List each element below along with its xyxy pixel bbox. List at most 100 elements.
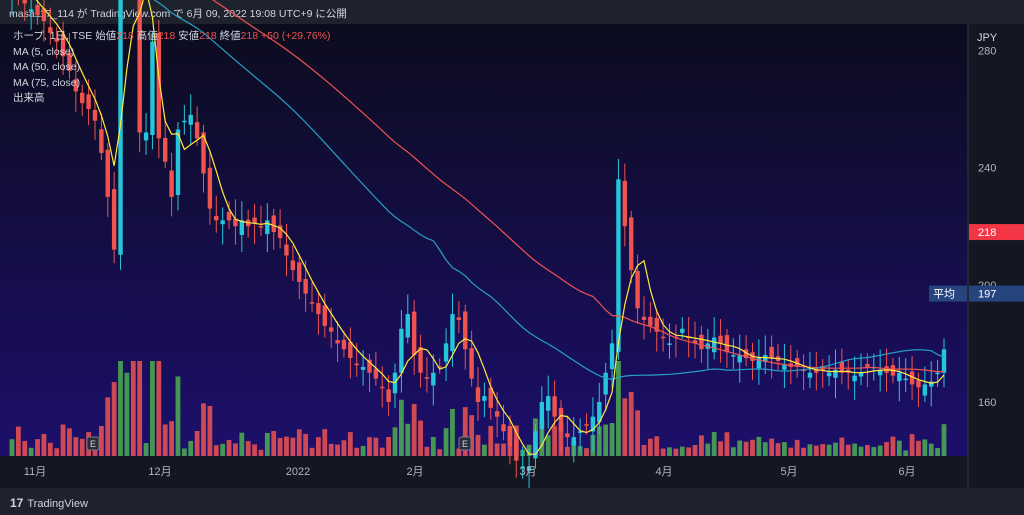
candle-body	[60, 34, 66, 57]
volume-bar	[258, 449, 264, 456]
volume-bar	[488, 425, 494, 456]
candle-body	[437, 366, 442, 368]
legend-symbol[interactable]: ホープ, 1日, TSE	[13, 30, 93, 42]
price-label-tag: 平均	[933, 288, 955, 301]
time-axis-background	[0, 456, 968, 488]
volume-bar	[443, 428, 449, 456]
candle-body	[367, 359, 372, 373]
volume-bar	[820, 444, 826, 456]
candle-body	[743, 349, 749, 359]
volume-bar	[469, 415, 475, 456]
legend-open: 218	[116, 30, 134, 42]
volume-bar	[603, 424, 609, 456]
volume-bar	[564, 446, 570, 456]
candle-body	[169, 170, 174, 197]
legend-change: +50 (+29.76%)	[261, 30, 331, 42]
candle-body	[48, 27, 53, 33]
candle-body	[322, 305, 327, 326]
volume-bar	[896, 440, 902, 456]
candle-body	[533, 431, 538, 459]
candle-body	[86, 94, 91, 109]
volume-bar	[386, 436, 392, 456]
candle-body	[303, 278, 308, 294]
volume-bar	[801, 447, 806, 456]
volume-bar	[233, 443, 238, 456]
candle-body	[226, 211, 232, 221]
volume-bar	[475, 434, 481, 456]
ma75-line	[212, 0, 944, 373]
volume-bar	[705, 443, 711, 456]
candle-body	[877, 369, 883, 376]
legend: ホープ, 1日, TSE 始値218 高値218 安値218 終値218 +50…	[13, 29, 331, 107]
candle-body	[405, 314, 410, 338]
volume-bar	[935, 447, 941, 456]
candle-body	[756, 358, 762, 369]
candle-body	[99, 129, 104, 153]
legend-ma50[interactable]: MA (50, close)	[13, 61, 81, 73]
legend-ma75[interactable]: MA (75, close)	[13, 76, 81, 89]
volume-bar	[347, 432, 353, 456]
price-label-tag-box	[929, 285, 967, 302]
candle-body	[699, 334, 704, 350]
candle-body	[654, 318, 659, 332]
candle-body	[514, 439, 519, 461]
candle-body	[546, 396, 551, 411]
earnings-marker: E	[462, 439, 468, 449]
volume-bar	[54, 448, 60, 456]
candle-body	[309, 302, 315, 304]
volume-bar	[316, 437, 321, 456]
volume-bar	[686, 447, 692, 456]
candle-body	[28, 9, 34, 12]
legend-volume[interactable]: 出来高	[13, 92, 45, 104]
candle-body	[520, 466, 525, 468]
volume-bar	[890, 436, 896, 456]
volume-bar	[264, 433, 270, 456]
candle-body	[941, 349, 947, 373]
candle-body	[175, 129, 181, 196]
candle-body	[373, 368, 379, 379]
candle-body	[284, 244, 289, 256]
volume-bar	[788, 447, 794, 456]
candle-body	[201, 132, 206, 174]
ma50-line	[153, 0, 945, 381]
volume-bar	[730, 447, 736, 456]
candle-body	[903, 378, 908, 381]
volume-bar	[15, 426, 21, 456]
volume-bar	[552, 426, 558, 456]
volume-bar	[928, 443, 934, 456]
volume-bar	[909, 434, 915, 456]
volume-bar	[175, 376, 181, 456]
volume-bar	[28, 447, 34, 456]
candle-body	[290, 260, 296, 271]
candle-body	[22, 0, 27, 4]
candle-body	[258, 226, 264, 228]
legend-ma5[interactable]: MA (5, close)	[13, 45, 75, 58]
volume-bar	[41, 434, 47, 456]
volume-bar	[296, 429, 302, 456]
candle-body	[711, 337, 717, 353]
candle-body	[143, 132, 149, 141]
candle-body	[328, 327, 334, 332]
volume-bar	[494, 443, 500, 456]
tradingview-logo[interactable]: 17 TradingView	[10, 496, 88, 510]
candle-body	[865, 363, 870, 367]
candle-body	[731, 355, 736, 357]
time-tick-label: 6月	[898, 466, 915, 478]
candle-body	[456, 317, 462, 320]
volume-bar	[654, 436, 660, 456]
candle-body	[341, 339, 347, 350]
price-tick-label: 240	[978, 163, 996, 175]
candle-body	[616, 179, 621, 352]
volume-bar	[405, 423, 411, 456]
price-tick-label: 280	[978, 45, 996, 57]
volume-bar	[271, 431, 277, 456]
volume-bar	[724, 432, 730, 456]
volume-bar	[743, 441, 749, 456]
volume-bar	[354, 447, 360, 456]
candle-body	[67, 52, 72, 71]
candle-body	[552, 396, 557, 417]
candle-body	[411, 311, 417, 356]
volume-bar	[647, 438, 653, 456]
volume-bar	[322, 429, 328, 456]
